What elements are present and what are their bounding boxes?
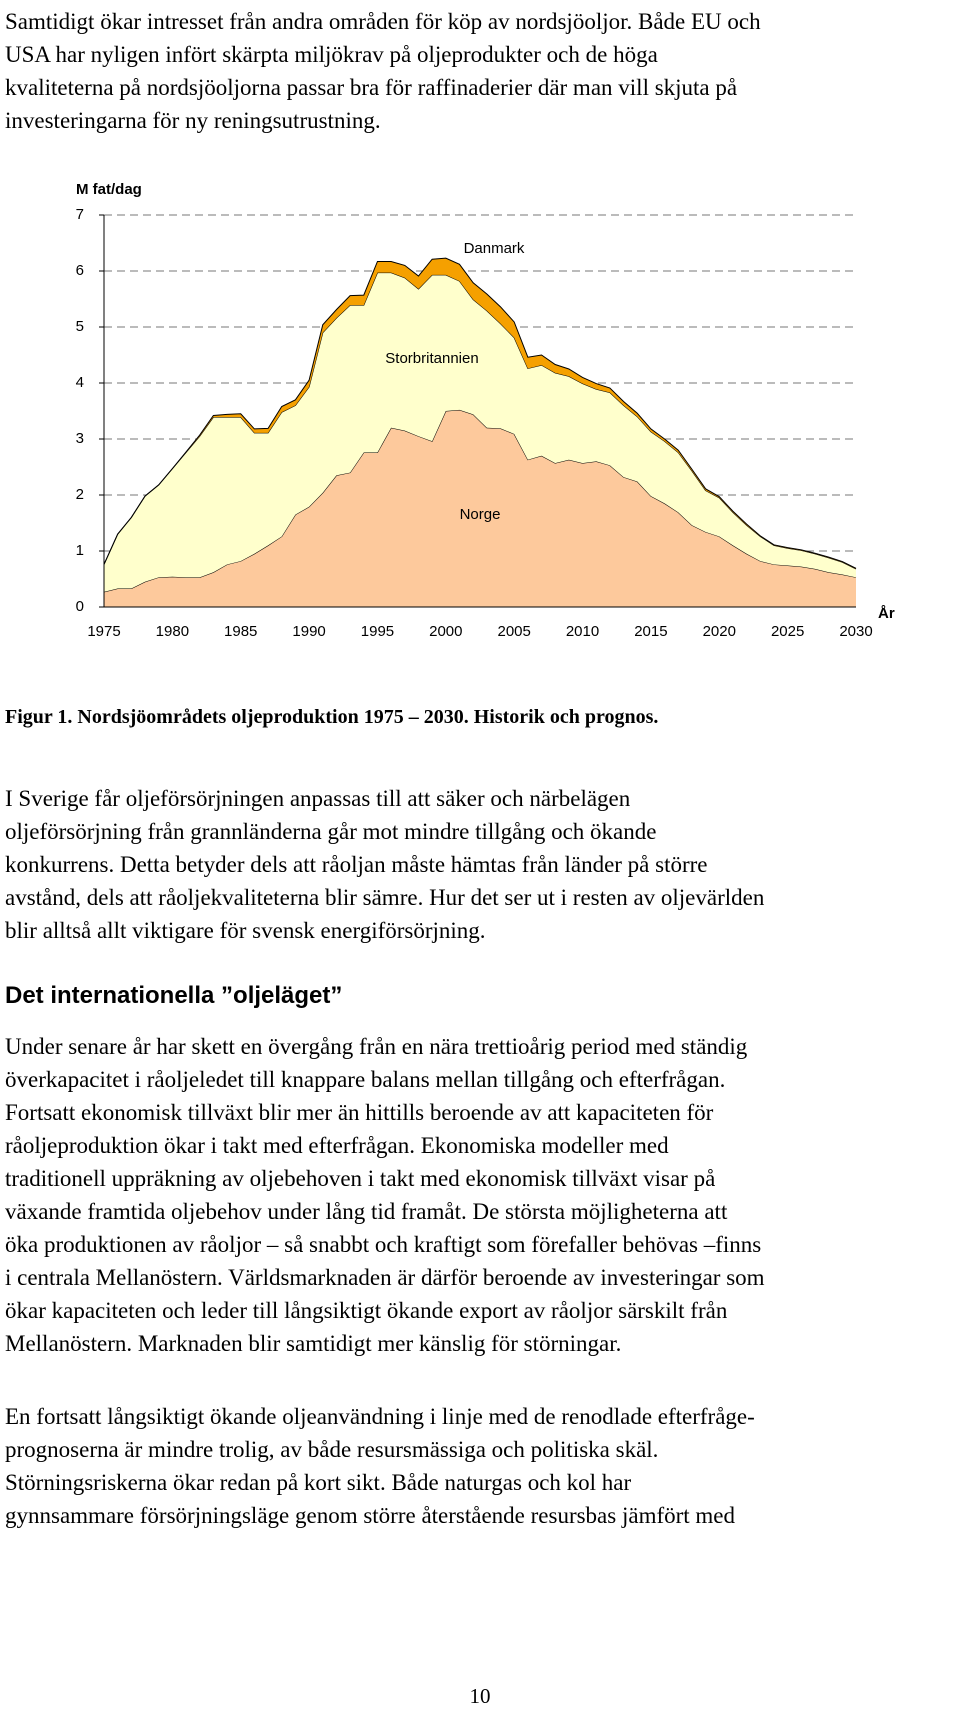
y-tick-label: 0 bbox=[76, 598, 84, 615]
text-line: I Sverige får oljeförsörjningen anpassas… bbox=[5, 786, 631, 811]
text-line: Samtidigt ökar intresset från andra områ… bbox=[5, 9, 761, 34]
chart: 0 1 2 3 4 5 6 7 1975 1980 1985 1990 1995 2000 2005 2010… bbox=[76, 181, 895, 640]
text-line: Fortsatt ekonomisk tillväxt blir mer än … bbox=[5, 1100, 714, 1125]
y-axis-label: M fat/dag bbox=[76, 181, 142, 198]
series-label: Norge bbox=[460, 506, 501, 523]
x-tick-label: 2015 bbox=[634, 623, 667, 640]
heading: Det internationella ”oljeläget” bbox=[5, 982, 343, 1009]
y-tick-label: 3 bbox=[76, 430, 84, 447]
y-tick-label: 4 bbox=[76, 374, 84, 391]
x-axis-label: År bbox=[878, 605, 895, 622]
text-line: En fortsatt långsiktigt ökande oljeanvän… bbox=[5, 1404, 755, 1429]
x-tick-label: 2005 bbox=[497, 623, 530, 640]
text-line: Störningsriskerna ökar redan på kort sik… bbox=[5, 1470, 632, 1495]
text-line: blir alltså allt viktigare för svensk en… bbox=[5, 918, 486, 943]
text-line: USA har nyligen infört skärpta miljökrav… bbox=[5, 42, 658, 67]
x-tick-label: 2030 bbox=[839, 623, 872, 640]
area-fill bbox=[104, 272, 856, 592]
y-tick-label: 2 bbox=[76, 486, 84, 503]
series-label: Storbritannien bbox=[385, 350, 478, 367]
x-tick-label: 2025 bbox=[771, 623, 804, 640]
text-line: gynnsammare försörjningsläge genom störr… bbox=[5, 1503, 736, 1528]
text-line: oljeförsörjning från grannländerna går m… bbox=[5, 819, 657, 844]
text-line: konkurrens. Detta betyder dels att råolj… bbox=[5, 852, 708, 877]
x-tick-label: 2000 bbox=[429, 623, 462, 640]
x-tick-label: 1995 bbox=[361, 623, 394, 640]
text-line: investeringarna för ny reningsutrustning… bbox=[5, 108, 381, 133]
y-tick-label: 6 bbox=[76, 262, 84, 279]
x-tick-label: 2010 bbox=[566, 623, 599, 640]
x-tick-label: 1980 bbox=[156, 623, 189, 640]
area-fill bbox=[104, 409, 856, 607]
y-tick-label: 5 bbox=[76, 318, 84, 335]
text-line: i centrala Mellanöstern. Världsmarknaden… bbox=[5, 1265, 765, 1290]
text-line: traditionell uppräkning av oljebehoven i… bbox=[5, 1166, 716, 1191]
text-line: öka produktionen av råoljor – så snabbt … bbox=[5, 1232, 762, 1257]
text-line: prognoserna är mindre trolig, av både re… bbox=[5, 1437, 659, 1462]
page-number: 10 bbox=[469, 1684, 491, 1708]
x-tick-label: 1975 bbox=[87, 623, 120, 640]
text-line: ökar kapaciteten och leder till långsikt… bbox=[5, 1298, 728, 1323]
text-line: Mellanöstern. Marknaden blir samtidigt m… bbox=[5, 1331, 622, 1356]
text-line: växande framtida oljebehov under lång ti… bbox=[5, 1199, 728, 1224]
area-outline bbox=[103, 257, 857, 569]
series-label: Danmark bbox=[464, 240, 525, 257]
figure-caption: Figur 1. Nordsjöområdets oljeproduktion … bbox=[5, 706, 659, 728]
text-line: råoljeproduktion ökar i takt med efterfr… bbox=[5, 1133, 669, 1158]
y-tick-label: 7 bbox=[76, 206, 84, 223]
y-tick-label: 1 bbox=[76, 542, 84, 559]
x-tick-label: 2020 bbox=[703, 623, 736, 640]
text-line: kvaliteterna på nordsjöoljorna passar br… bbox=[5, 75, 738, 100]
x-tick-label: 1990 bbox=[292, 623, 325, 640]
text-line: avstånd, dels att råoljekvaliteterna bli… bbox=[5, 885, 765, 910]
text-line: Under senare år har skett en övergång fr… bbox=[5, 1034, 748, 1059]
x-tick-label: 1985 bbox=[224, 623, 257, 640]
text-line: överkapacitet i råoljeledet till knappar… bbox=[5, 1067, 726, 1092]
